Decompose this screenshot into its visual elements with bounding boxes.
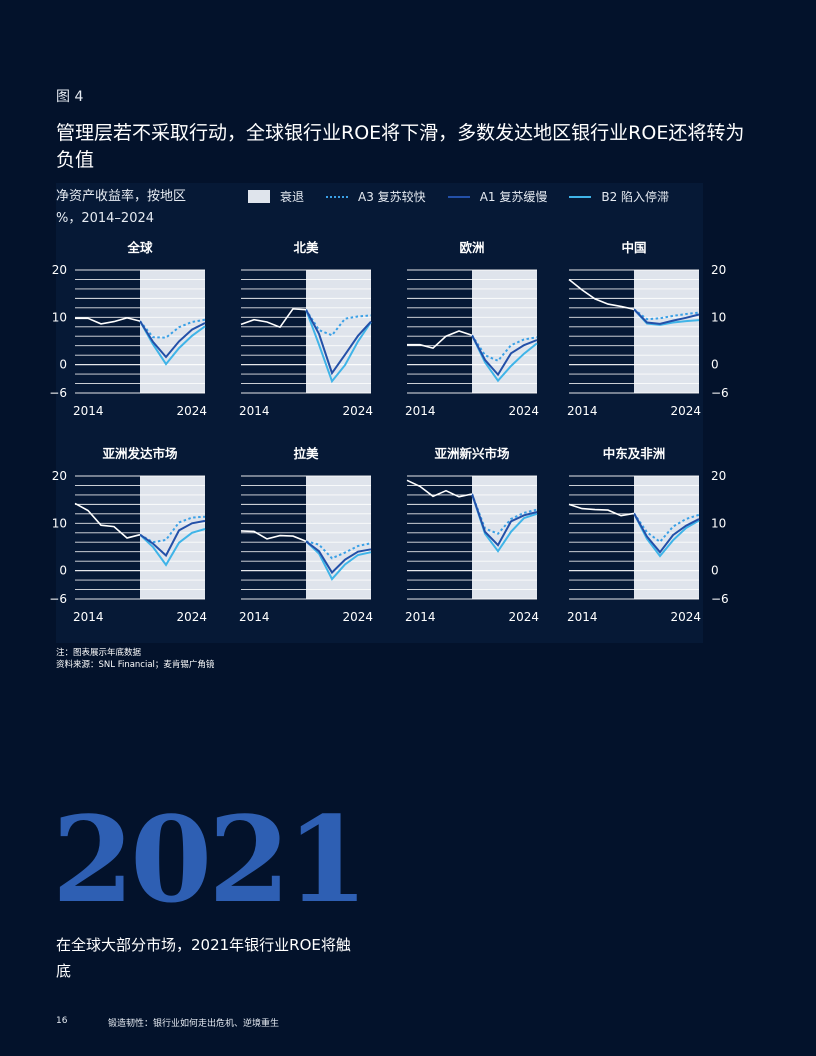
series-line-a3 bbox=[305, 309, 372, 337]
x-tick-label: 2014 bbox=[73, 610, 104, 624]
x-tick-label: 2024 bbox=[670, 404, 701, 418]
big-year-caption: 在全球大部分市场，2021年银行业ROE将触底 bbox=[56, 936, 351, 980]
x-tick-label: 2014 bbox=[239, 610, 270, 624]
legend-label-b2: B2 陷入停滞 bbox=[601, 190, 670, 204]
series-line-a1 bbox=[305, 309, 372, 376]
page-number: 16 bbox=[56, 1016, 68, 1026]
chart-subtitle: 净资产收益率，按地区 %，2014–2024 bbox=[56, 186, 186, 230]
legend-item-a1: A1 复苏缓慢 bbox=[447, 188, 548, 205]
series-line-a3 bbox=[633, 308, 700, 321]
x-tick-label: 2014 bbox=[73, 404, 104, 418]
x-tick-label: 2024 bbox=[508, 404, 539, 418]
y-tick-label: 0 bbox=[59, 358, 67, 372]
x-tick-label: 2014 bbox=[405, 404, 436, 418]
y-tick-label: 20 bbox=[52, 263, 67, 277]
series-line-a3 bbox=[139, 318, 206, 339]
series-line-a1 bbox=[633, 308, 700, 325]
series-line-b2 bbox=[139, 528, 206, 567]
x-tick-label: 2014 bbox=[567, 610, 598, 624]
series-line-a3 bbox=[139, 515, 206, 544]
legend-line-a1 bbox=[447, 195, 470, 198]
x-tick-label: 2024 bbox=[670, 610, 701, 624]
series-line-history bbox=[240, 307, 307, 329]
y-tick-label: 10 bbox=[711, 516, 726, 530]
panel-title: 中东及非洲 bbox=[603, 446, 666, 461]
chart-subtitle-unit: %，2014–2024 bbox=[56, 211, 155, 226]
recession-band bbox=[140, 476, 205, 599]
series-line-a3 bbox=[633, 512, 700, 544]
chart-note: 注：图表展示年底数据 bbox=[56, 648, 142, 658]
series-line-a1 bbox=[139, 320, 206, 359]
recession-band bbox=[306, 476, 371, 599]
panel-title: 欧洲 bbox=[459, 240, 484, 255]
x-tick-label: 2024 bbox=[176, 404, 207, 418]
legend-item-b2: B2 陷入停滞 bbox=[569, 188, 669, 205]
panel-title: 全球 bbox=[126, 240, 153, 255]
series-line-history bbox=[568, 503, 635, 517]
chart-notes: 注：图表展示年底数据 资料来源：SNL Financial；麦肯锡广角镜 bbox=[56, 647, 214, 671]
series-line-history bbox=[407, 330, 473, 349]
big-year-number: 2021 bbox=[52, 790, 368, 929]
legend-item-a3: A3 复苏较快 bbox=[326, 188, 426, 205]
series-line-a1 bbox=[471, 493, 538, 547]
y-tick-label: 0 bbox=[59, 564, 67, 578]
y-tick-label: −6 bbox=[711, 592, 729, 606]
y-tick-label: 10 bbox=[52, 516, 67, 530]
series-line-a1 bbox=[305, 540, 372, 575]
y-tick-label: 20 bbox=[711, 469, 726, 483]
legend-item-recession: 衰退 bbox=[248, 188, 304, 205]
series-line-a3 bbox=[305, 540, 372, 560]
legend-swatch-recession bbox=[248, 190, 270, 203]
legend-line-b2 bbox=[569, 195, 592, 198]
panel-title: 亚洲新兴市场 bbox=[434, 446, 509, 461]
recession-band bbox=[140, 270, 205, 393]
x-tick-label: 2024 bbox=[176, 610, 207, 624]
x-tick-label: 2024 bbox=[508, 610, 539, 624]
series-line-history bbox=[74, 502, 141, 539]
recession-band bbox=[634, 270, 699, 393]
x-tick-label: 2014 bbox=[567, 404, 598, 418]
chart-subtitle-measure: 净资产收益率，按地区 bbox=[56, 189, 187, 204]
y-tick-label: −6 bbox=[49, 592, 67, 606]
x-tick-label: 2024 bbox=[342, 404, 373, 418]
legend-label-a3: A3 复苏较快 bbox=[358, 190, 426, 204]
y-tick-label: 10 bbox=[711, 310, 726, 324]
figure-label: 图 4 bbox=[56, 89, 84, 105]
y-tick-label: 20 bbox=[711, 263, 726, 277]
x-tick-label: 2014 bbox=[239, 404, 270, 418]
y-tick-label: 0 bbox=[711, 564, 719, 578]
chart-legend: 衰退 A3 复苏较快 A1 复苏缓慢 B2 陷入停滞 bbox=[248, 188, 691, 205]
panel-title: 亚洲发达市场 bbox=[102, 446, 177, 461]
y-tick-label: 20 bbox=[52, 469, 67, 483]
y-tick-label: −6 bbox=[711, 386, 729, 400]
series-line-history bbox=[568, 278, 635, 311]
series-line-b2 bbox=[305, 540, 372, 581]
series-line-a1 bbox=[471, 334, 538, 377]
series-line-b2 bbox=[305, 309, 372, 384]
y-tick-label: −6 bbox=[49, 386, 67, 400]
series-line-history bbox=[406, 479, 473, 498]
panel-title: 拉美 bbox=[293, 446, 319, 461]
series-line-history bbox=[75, 316, 141, 325]
x-tick-label: 2024 bbox=[342, 610, 373, 624]
chart-source: 资料来源：SNL Financial；麦肯锡广角镜 bbox=[56, 660, 215, 670]
series-line-history bbox=[240, 530, 307, 543]
y-tick-label: 0 bbox=[711, 358, 719, 372]
recession-band bbox=[634, 476, 699, 599]
panel-title: 北美 bbox=[293, 240, 319, 255]
series-line-a1 bbox=[139, 519, 206, 558]
legend-label-a1: A1 复苏缓慢 bbox=[479, 190, 548, 204]
footer-title: 锻造韧性：银行业如何走出危机、逆境重生 bbox=[108, 1019, 280, 1029]
series-line-b2 bbox=[139, 320, 206, 366]
y-tick-label: 10 bbox=[52, 310, 67, 324]
legend-label-recession: 衰退 bbox=[280, 190, 305, 204]
x-tick-label: 2014 bbox=[405, 610, 436, 624]
panel-title: 中国 bbox=[621, 240, 646, 255]
recession-band bbox=[472, 476, 537, 599]
legend-line-a3 bbox=[326, 195, 349, 198]
figure-headline: 管理层若不采取行动，全球银行业ROE将下滑，多数发达地区银行业ROE还将转为负值 bbox=[56, 122, 745, 171]
series-line-a1 bbox=[633, 512, 700, 554]
